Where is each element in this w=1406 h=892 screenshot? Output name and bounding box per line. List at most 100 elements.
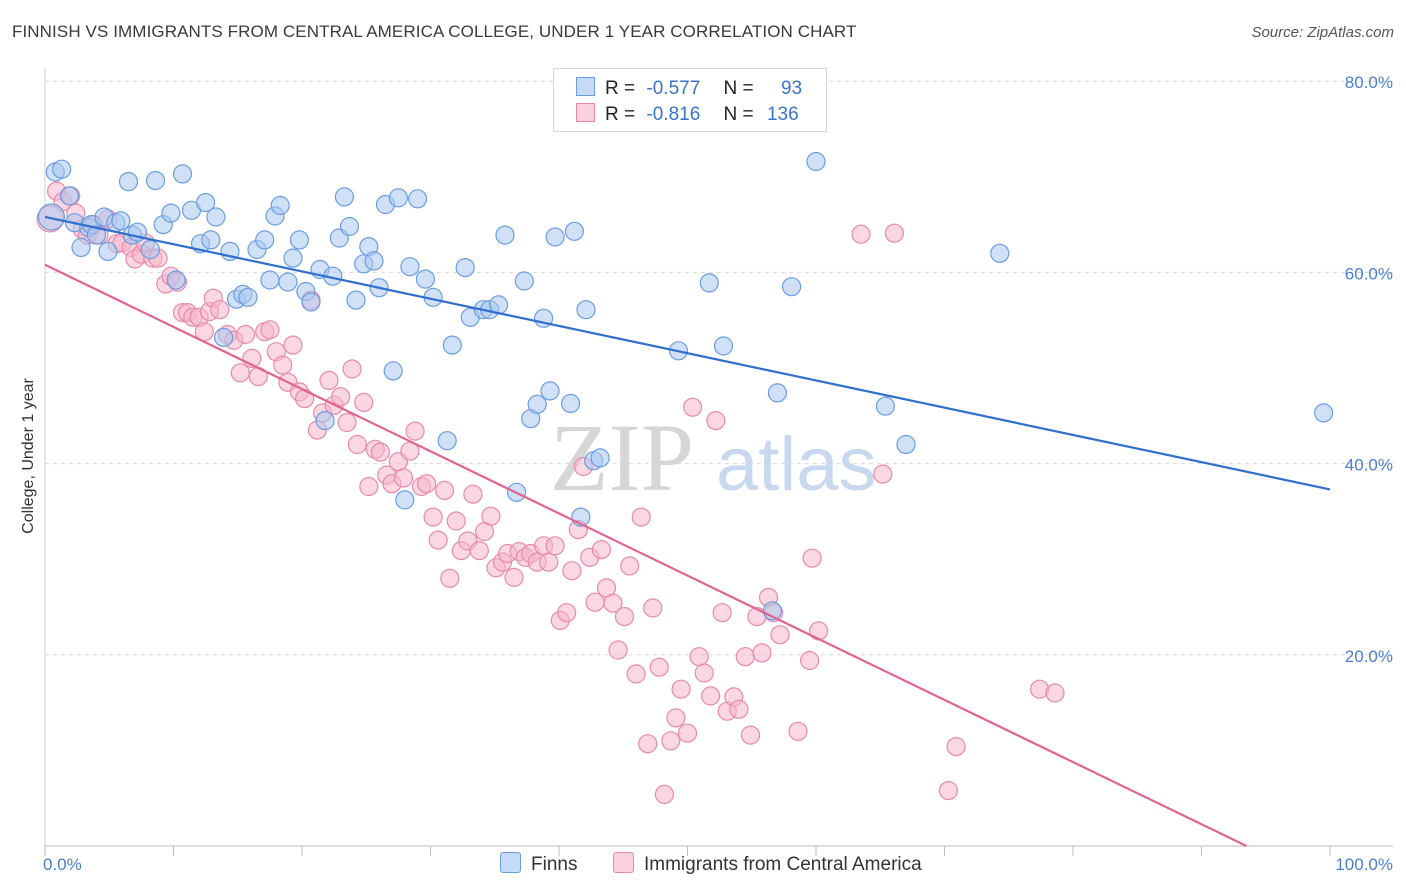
immigrants-point: [620, 556, 640, 576]
finns-point: [806, 151, 826, 172]
immigrants-point: [393, 468, 414, 488]
finns-point: [383, 361, 403, 381]
immigrants-point: [557, 603, 577, 623]
immigrants-point: [342, 359, 362, 379]
finns-point: [514, 271, 534, 291]
immigrants-point: [359, 476, 379, 497]
immigrants-point: [666, 708, 686, 728]
immigrants-point: [273, 355, 293, 375]
finns-point: [781, 277, 802, 297]
finns-point: [564, 221, 585, 241]
finns-point: [52, 159, 72, 179]
immigrants-point: [210, 300, 230, 320]
immigrants-point: [562, 561, 582, 581]
finns-point: [334, 187, 354, 207]
finns-point: [875, 396, 896, 416]
chart-source: Source: ZipAtlas.com: [1251, 24, 1394, 41]
immigrants-point: [643, 598, 663, 618]
finns-point: [364, 251, 384, 271]
finns-point: [415, 269, 435, 289]
immigrants-point: [591, 539, 612, 560]
finns-point: [576, 300, 596, 320]
watermark-zip: ZIP: [550, 404, 694, 511]
finns-point: [238, 287, 258, 307]
immigrants-point: [700, 686, 721, 706]
y-tick-label-80: 80.0%: [1345, 73, 1393, 92]
finns-point: [388, 188, 408, 208]
immigrants-point: [799, 650, 820, 671]
immigrants-point: [230, 363, 250, 383]
finns-point: [71, 237, 91, 258]
legend-r-value-immigrants: -0.816: [646, 104, 701, 125]
finns-point: [590, 448, 610, 468]
legend-item-finns[interactable]: Finns: [500, 852, 577, 876]
immigrants-point: [706, 411, 726, 431]
immigrants-point: [873, 464, 893, 484]
immigrants-point: [347, 434, 367, 455]
immigrants-point: [405, 421, 425, 441]
finns-point: [540, 381, 560, 401]
immigrants-point: [608, 640, 628, 660]
finns-point: [346, 290, 366, 310]
immigrants-point: [440, 568, 460, 588]
legend-swatch-finns-bottom: [500, 852, 521, 873]
immigrants-point: [469, 540, 489, 561]
finns-point: [260, 270, 280, 290]
finns-point: [437, 431, 457, 451]
finns-point: [400, 257, 420, 277]
finns-point: [495, 225, 515, 245]
immigrants-point: [938, 780, 959, 801]
trend-lines: [44, 215, 1331, 847]
immigrants-point: [428, 530, 448, 550]
immigrants-point: [654, 784, 675, 805]
immigrants-point: [504, 567, 524, 588]
legend-item-immigrants[interactable]: Immigrants from Central America: [613, 852, 922, 876]
y-tick-label-60: 60.0%: [1345, 264, 1393, 283]
immigrants-point: [649, 657, 669, 677]
axis-layer: [44, 68, 1393, 856]
finns-point: [301, 292, 321, 312]
immigrants-point: [884, 223, 905, 243]
immigrants-point: [545, 536, 565, 556]
finns-point: [140, 239, 160, 260]
immigrants-point: [808, 621, 829, 641]
tick-labels: 20.0% 40.0% 60.0% 80.0% 0.0% 100.0%: [43, 73, 1393, 874]
legend-n-value-immigrants: 136: [766, 104, 799, 125]
finns-point: [145, 171, 166, 191]
finns-point: [161, 203, 181, 223]
immigrants-point: [1045, 683, 1065, 703]
immigrants-point: [283, 335, 303, 355]
watermark-atlas: atlas: [716, 422, 877, 507]
immigrants-point: [260, 320, 280, 340]
finns-point: [315, 411, 335, 431]
series-immigrants-points: [36, 181, 1065, 805]
immigrants-point: [682, 397, 703, 417]
legend-n-label-immigrants: N =: [723, 104, 754, 125]
immigrants-point: [235, 324, 256, 345]
finns-point: [270, 195, 290, 216]
immigrants-point: [671, 679, 691, 699]
finns-point: [560, 393, 581, 413]
legend-swatch-immigrants-bottom: [613, 852, 634, 873]
immigrants-point: [735, 647, 755, 667]
y-tick-label-20: 20.0%: [1345, 647, 1393, 666]
immigrants-point: [319, 370, 339, 390]
immigrants-point: [435, 480, 455, 500]
immigrants-point: [423, 507, 443, 527]
finns-point: [408, 189, 428, 209]
immigrants-point: [740, 725, 761, 745]
correlation-legend: R = -0.577 N = 93 R = -0.816 N = 136: [553, 68, 827, 132]
immigrants-point: [851, 224, 871, 244]
trend-line-finns: [44, 215, 1331, 491]
finns-point: [699, 273, 719, 293]
immigrants-point: [370, 442, 390, 462]
immigrants-point: [463, 484, 483, 504]
x-tick-label-100: 100.0%: [1335, 855, 1393, 874]
finns-point: [278, 272, 298, 292]
immigrants-point: [638, 734, 658, 754]
immigrants-point: [481, 506, 501, 526]
immigrants-point: [802, 548, 822, 568]
y-tick-label-40: 40.0%: [1345, 456, 1393, 475]
legend-r-value-finns: -0.577: [646, 78, 701, 99]
legend-n-label-finns: N =: [723, 78, 754, 99]
